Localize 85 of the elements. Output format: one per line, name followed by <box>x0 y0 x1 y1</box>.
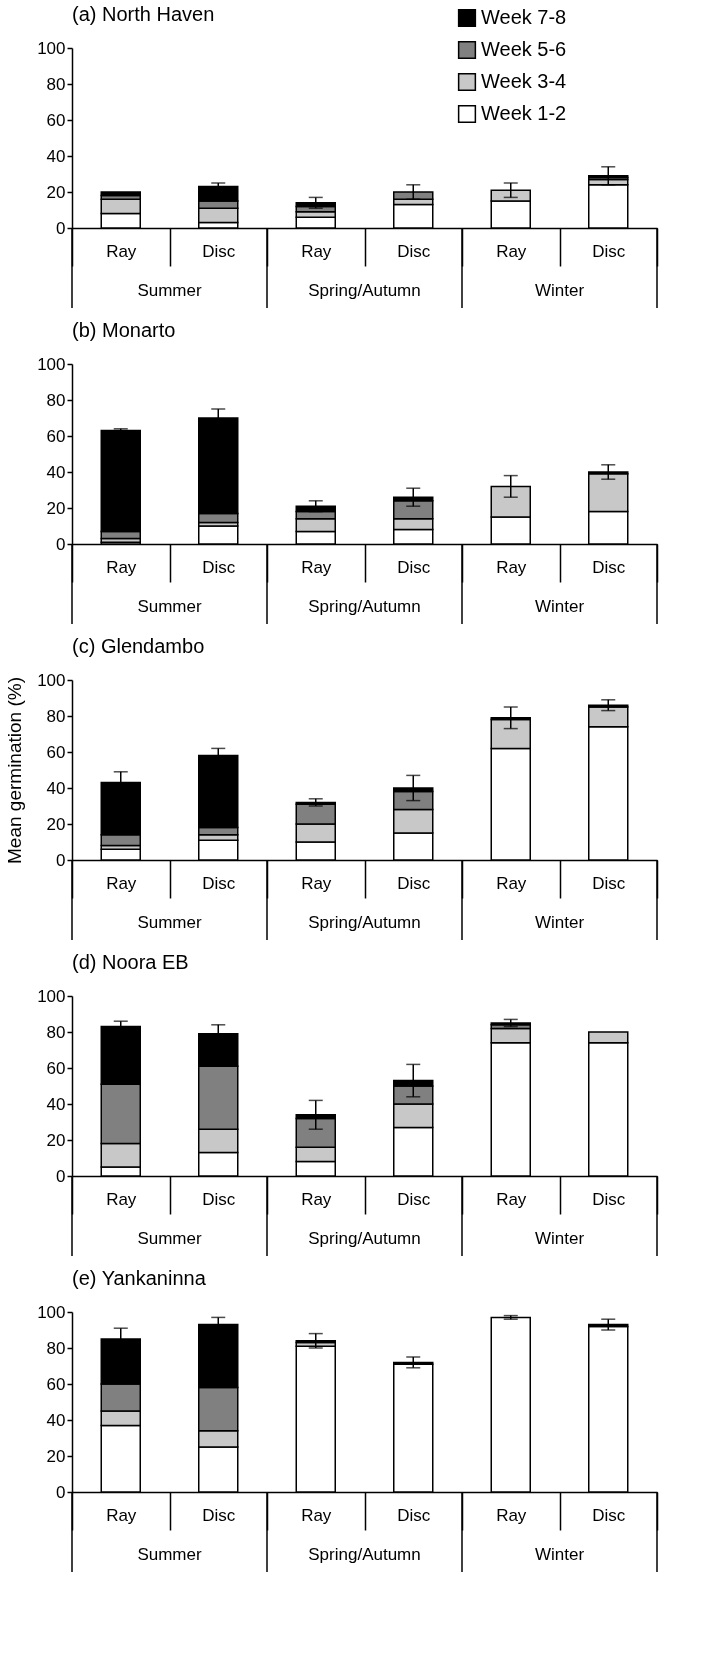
x-tick-label: Disc <box>202 873 236 893</box>
x-tick-label: Disc <box>592 557 626 577</box>
text: Summer <box>137 281 202 300</box>
x-tick-label: Ray <box>496 557 527 577</box>
text: Summer <box>137 913 202 932</box>
y-tick-label: 80 <box>46 74 66 94</box>
y-tick-label: 40 <box>46 778 66 798</box>
text: Spring/Autumn <box>308 913 421 932</box>
text: Spring/Autumn <box>308 1545 421 1564</box>
y-tick-label: 20 <box>46 498 66 518</box>
y-tick-label: 0 <box>56 1482 66 1502</box>
y-tick-label: 80 <box>46 1022 66 1042</box>
x-tick-label: Disc <box>592 241 626 261</box>
y-tick-label: 0 <box>56 534 66 554</box>
text: Spring/Autumn <box>308 1229 421 1248</box>
text: Summer <box>137 597 202 616</box>
text: Spring/Autumn <box>308 597 421 616</box>
x-tick-label: Ray <box>106 557 137 577</box>
y-tick-label: 40 <box>46 1094 66 1114</box>
y-tick-label: 100 <box>37 38 66 58</box>
x-tick-label: Disc <box>202 1505 236 1525</box>
x-tick-label: Ray <box>301 873 332 893</box>
x-tick-label: Ray <box>496 1505 527 1525</box>
y-tick-label: 80 <box>46 706 66 726</box>
y-tick-label: 0 <box>56 1166 66 1186</box>
x-tick-label: Disc <box>592 1505 626 1525</box>
x-tick-label: Disc <box>397 1505 431 1525</box>
x-tick-label: Ray <box>301 241 332 261</box>
x-tick-label: Ray <box>496 241 527 261</box>
text: Winter <box>534 1229 585 1248</box>
x-tick-label: Disc <box>202 1189 236 1209</box>
y-axis-title: Mean germination (%) <box>4 677 26 864</box>
y-tick-label: 20 <box>46 1446 66 1466</box>
text: Summer <box>137 1545 202 1564</box>
y-tick-label: 20 <box>46 814 66 834</box>
x-tick-label: Disc <box>202 241 236 261</box>
x-tick-label: Ray <box>106 241 137 261</box>
y-tick-label: 40 <box>46 146 66 166</box>
y-tick-label: 0 <box>56 850 66 870</box>
y-tick-label: 100 <box>37 986 66 1006</box>
x-tick-label: Ray <box>106 1505 137 1525</box>
y-tick-label: 20 <box>46 1130 66 1150</box>
x-tick-label: Ray <box>301 1505 332 1525</box>
y-tick-label: 60 <box>46 1374 66 1394</box>
x-tick-label: Ray <box>301 557 332 577</box>
x-tick-label: Disc <box>202 557 236 577</box>
legend-label: Week 3-4 <box>481 70 567 92</box>
y-tick-label: 60 <box>46 426 66 446</box>
text: Winter <box>534 1545 585 1564</box>
x-tick-label: Ray <box>496 873 527 893</box>
x-tick-label: Ray <box>106 873 137 893</box>
x-tick-label: Disc <box>397 1189 431 1209</box>
text: Summer <box>137 1229 202 1248</box>
text: Winter <box>534 913 585 932</box>
text: Spring/Autumn <box>308 281 421 300</box>
x-tick-label: Disc <box>592 1189 626 1209</box>
chart-title: (a) North Haven <box>72 3 215 25</box>
x-tick-label: Ray <box>301 1189 332 1209</box>
y-tick-label: 80 <box>46 390 66 410</box>
legend-label: Week 5-6 <box>481 38 567 60</box>
y-tick-label: 100 <box>37 354 66 374</box>
y-tick-label: 0 <box>56 218 66 238</box>
text: Winter <box>534 281 585 300</box>
x-tick-label: Disc <box>397 241 431 261</box>
y-tick-label: 60 <box>46 742 66 762</box>
y-tick-label: 40 <box>46 462 66 482</box>
x-tick-label: Ray <box>106 1189 137 1209</box>
chart-title: (e) Yankaninna <box>72 1267 207 1289</box>
y-tick-label: 40 <box>46 1410 66 1430</box>
x-tick-label: Ray <box>496 1189 527 1209</box>
y-tick-label: 60 <box>46 110 66 130</box>
x-tick-label: Disc <box>592 873 626 893</box>
y-tick-label: 80 <box>46 1338 66 1358</box>
x-tick-label: Disc <box>397 557 431 577</box>
y-tick-label: 100 <box>37 670 66 690</box>
legend-label: Week 1-2 <box>481 102 567 124</box>
y-tick-label: 100 <box>37 1302 66 1322</box>
y-tick-label: 20 <box>46 182 66 202</box>
chart-title: (b) Monarto <box>72 319 176 341</box>
y-tick-label: 60 <box>46 1058 66 1078</box>
text: Winter <box>534 597 585 616</box>
legend-label: Week 7-8 <box>481 6 567 28</box>
x-tick-label: Disc <box>397 873 431 893</box>
chart-title: (d) Noora EB <box>72 951 189 973</box>
chart-title: (c) Glendambo <box>72 635 205 657</box>
